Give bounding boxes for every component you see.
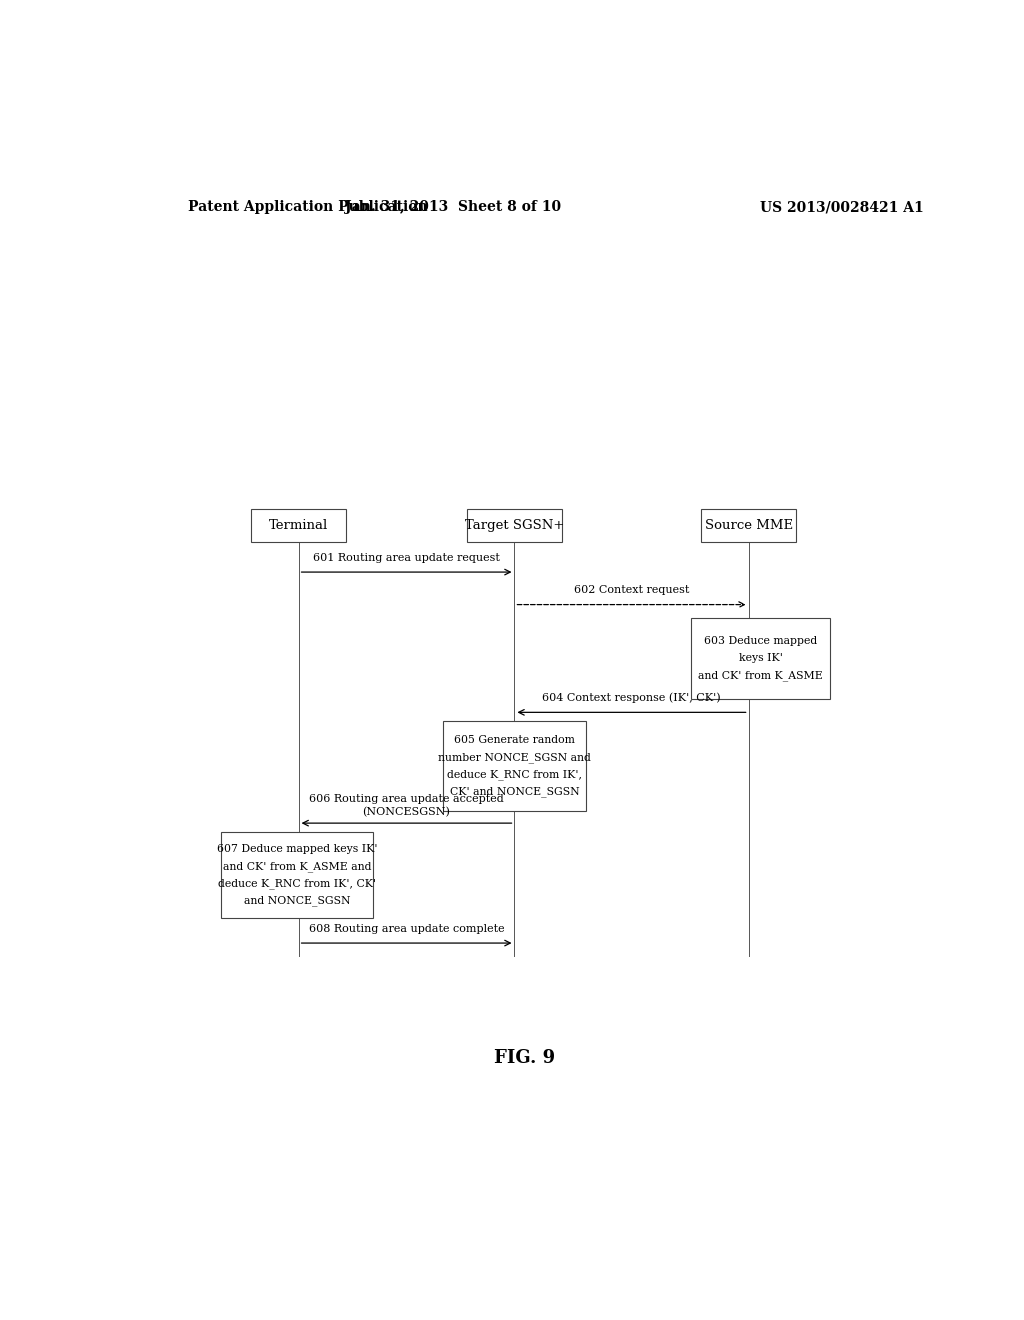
Bar [691,618,829,700]
Bar [467,510,562,541]
Bar [251,510,346,541]
Text: CK' and NONCE_SGSN: CK' and NONCE_SGSN [450,787,580,797]
Text: US 2013/0028421 A1: US 2013/0028421 A1 [761,201,924,214]
Text: Target SGSN+: Target SGSN+ [465,519,564,532]
Text: 606 Routing area update accepted: 606 Routing area update accepted [309,793,504,804]
Text: 602 Context request: 602 Context request [573,586,689,595]
Text: Patent Application Publication: Patent Application Publication [187,201,427,214]
Text: keys IK': keys IK' [738,653,782,664]
Text: 603 Deduce mapped: 603 Deduce mapped [703,636,817,647]
Bar [221,832,373,919]
Text: Jan. 31, 2013  Sheet 8 of 10: Jan. 31, 2013 Sheet 8 of 10 [345,201,561,214]
Text: 601 Routing area update request: 601 Routing area update request [313,553,500,562]
Text: 605 Generate random: 605 Generate random [454,735,574,746]
Text: and CK' from K_ASME and: and CK' from K_ASME and [223,861,372,871]
Text: number NONCE_SGSN and: number NONCE_SGSN and [438,752,591,763]
Text: (NONCESGSN): (NONCESGSN) [362,807,451,817]
Text: Terminal: Terminal [269,519,329,532]
Text: Source MME: Source MME [705,519,793,532]
Text: 604 Context response (IK', CK'): 604 Context response (IK', CK') [543,693,721,704]
Bar [701,510,797,541]
Text: and NONCE_SGSN: and NONCE_SGSN [244,895,350,907]
Bar [443,722,586,810]
Text: deduce K_RNC from IK',: deduce K_RNC from IK', [447,770,582,780]
Text: 607 Deduce mapped keys IK': 607 Deduce mapped keys IK' [217,843,377,854]
Text: deduce K_RNC from IK', CK': deduce K_RNC from IK', CK' [218,878,376,888]
Text: and CK' from K_ASME: and CK' from K_ASME [698,671,823,681]
Text: FIG. 9: FIG. 9 [495,1049,555,1067]
Text: 608 Routing area update complete: 608 Routing area update complete [309,924,505,935]
